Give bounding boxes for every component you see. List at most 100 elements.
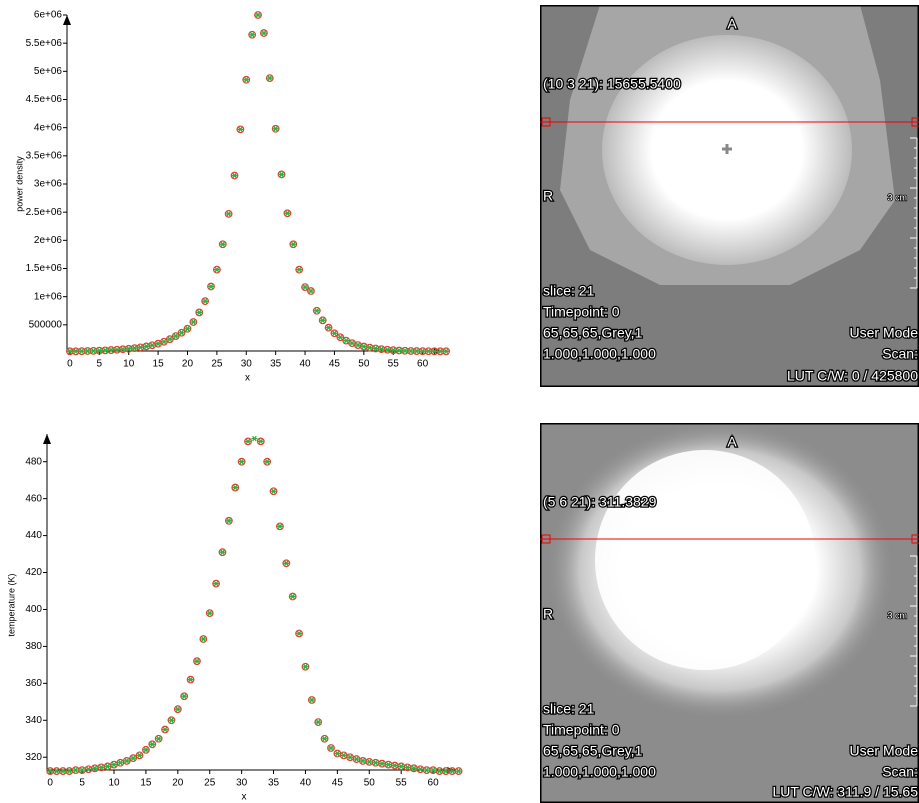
point (302, 284, 309, 290)
point (190, 319, 197, 325)
info-line: Timepoint: 0 (543, 304, 620, 320)
point (407, 348, 414, 354)
point (148, 740, 157, 749)
point (255, 12, 262, 18)
point (290, 241, 297, 248)
x-tick-label: 25 (211, 359, 223, 370)
point (288, 592, 297, 601)
x-tick-label: 55 (396, 778, 408, 789)
point (257, 438, 264, 445)
scan: Scan: (882, 764, 918, 780)
point (165, 335, 174, 344)
point (237, 126, 244, 133)
y-tick-label: 460 (25, 493, 42, 504)
y-tick-label: 360 (25, 678, 42, 689)
x-tick-label: 0 (67, 359, 73, 370)
point (129, 754, 138, 763)
point (384, 346, 391, 353)
point (289, 240, 298, 249)
point (108, 347, 115, 353)
point (256, 437, 265, 446)
point (72, 348, 79, 355)
point (423, 767, 430, 773)
point (263, 457, 272, 466)
y-tick-label: 2.5e+06 (26, 207, 63, 218)
point (187, 676, 194, 683)
point (136, 752, 143, 759)
point (312, 306, 321, 315)
point (98, 764, 105, 771)
point (201, 297, 210, 306)
point (260, 30, 267, 36)
point (289, 593, 296, 600)
point (213, 266, 220, 273)
point (136, 343, 145, 352)
point (149, 342, 156, 349)
point (137, 344, 144, 351)
point (454, 767, 463, 775)
point (284, 210, 291, 217)
point (173, 705, 182, 714)
point (117, 759, 124, 766)
point (336, 333, 345, 342)
x-tick-label: 20 (182, 359, 194, 370)
point (449, 768, 456, 774)
y-tick-label: 5e+06 (34, 66, 63, 77)
y-axis-arrow (43, 434, 51, 444)
x-tick-label: 30 (236, 778, 248, 789)
point (442, 768, 449, 774)
point (272, 126, 279, 132)
point (195, 308, 204, 317)
point (321, 735, 328, 742)
x-axis-label: x (242, 792, 247, 803)
y-tick-label: 480 (25, 456, 42, 467)
crosshair (540, 117, 919, 544)
point (183, 324, 192, 333)
point (130, 755, 137, 761)
point (301, 283, 309, 291)
info-line: slice: 21 (543, 701, 595, 717)
point (113, 346, 120, 353)
point (202, 298, 209, 304)
point (295, 629, 303, 638)
point (174, 706, 181, 712)
x-tick-label: 35 (270, 359, 282, 370)
point (410, 765, 417, 772)
point (78, 348, 85, 354)
point (430, 767, 437, 773)
point (125, 345, 132, 352)
point (366, 759, 373, 765)
point (149, 741, 156, 748)
point (404, 764, 411, 771)
info-line: 65,65,65,Grey,1 (543, 743, 643, 759)
x-tick-label: 50 (364, 778, 376, 789)
point (398, 763, 405, 770)
point (379, 760, 386, 767)
info-line: Timepoint: 0 (543, 722, 620, 738)
point (167, 716, 176, 725)
point (236, 125, 245, 134)
point (431, 348, 438, 355)
point (186, 675, 195, 684)
point (47, 768, 54, 774)
point (390, 347, 397, 353)
point (391, 762, 398, 769)
point (90, 348, 97, 354)
viewer-image (540, 5, 919, 387)
y-tick-label: 340 (25, 715, 42, 726)
y-axis-arrow (63, 15, 71, 25)
x-tick-label: 5 (97, 359, 103, 370)
point (354, 342, 361, 348)
point (225, 518, 232, 524)
point (378, 346, 385, 352)
point (243, 76, 250, 83)
lut: LUT C/W: 311.9 / 15.65 (772, 784, 918, 800)
point (276, 522, 284, 531)
point (254, 11, 262, 19)
point (212, 579, 221, 588)
point (319, 317, 326, 324)
x-tick-label: 10 (123, 359, 135, 370)
point (301, 662, 310, 671)
point (224, 209, 233, 218)
point (142, 745, 150, 754)
